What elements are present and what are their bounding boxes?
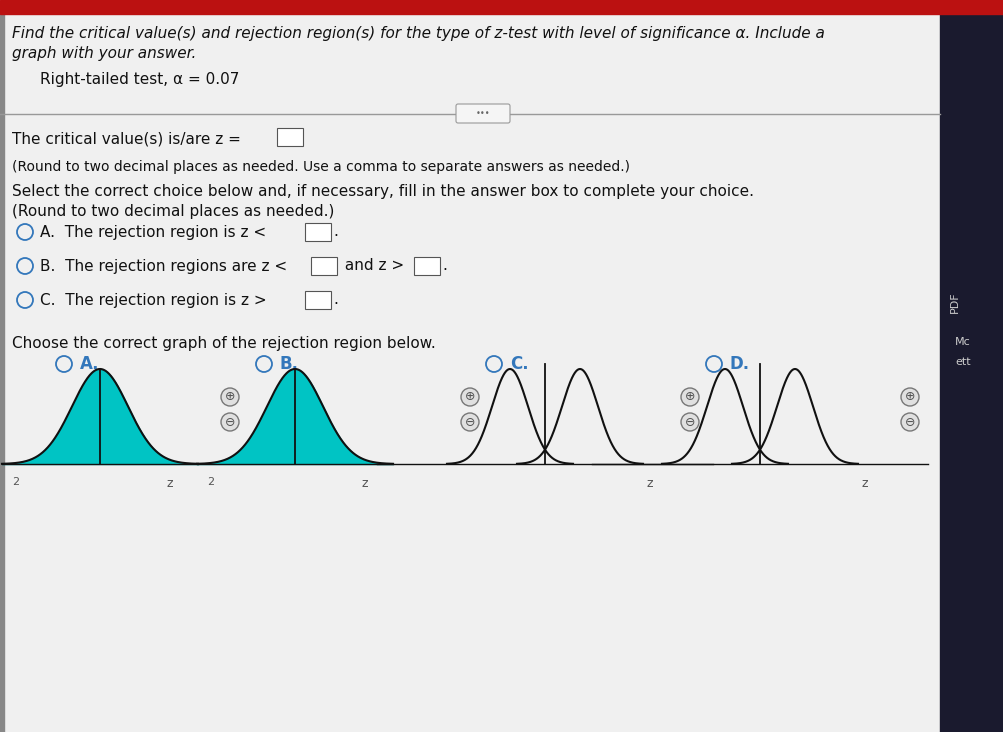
Circle shape: [17, 292, 33, 308]
FancyBboxPatch shape: [311, 257, 337, 275]
Text: .: .: [333, 293, 338, 307]
Text: ⊖: ⊖: [464, 416, 474, 428]
Text: Mc: Mc: [954, 337, 970, 347]
Text: ⊕: ⊕: [904, 390, 915, 403]
Text: PDF: PDF: [949, 291, 959, 313]
Bar: [939, 14, 1003, 732]
Circle shape: [221, 388, 239, 406]
Circle shape: [17, 224, 33, 240]
Bar: [0, 14, 4, 732]
Text: Choose the correct graph of the rejection region below.: Choose the correct graph of the rejectio…: [12, 336, 435, 351]
Text: ⊕: ⊕: [225, 390, 235, 403]
Text: .: .: [441, 258, 446, 274]
Text: C.  The rejection region is z >: C. The rejection region is z >: [40, 293, 267, 307]
Text: ⊖: ⊖: [684, 416, 694, 428]
Text: and z >: and z >: [340, 258, 404, 274]
Circle shape: [705, 356, 721, 372]
Text: (Round to two decimal places as needed. Use a comma to separate answers as neede: (Round to two decimal places as needed. …: [12, 160, 629, 174]
FancyBboxPatch shape: [277, 128, 303, 146]
Circle shape: [900, 388, 918, 406]
Circle shape: [680, 413, 698, 431]
FancyBboxPatch shape: [413, 257, 439, 275]
Text: z: z: [646, 477, 653, 490]
Text: z: z: [361, 477, 368, 490]
Circle shape: [485, 356, 502, 372]
FancyBboxPatch shape: [305, 291, 331, 309]
Text: Find the critical value(s) and rejection region(s) for the type of z-test with l: Find the critical value(s) and rejection…: [12, 26, 824, 41]
Text: z: z: [166, 477, 174, 490]
Text: 2: 2: [208, 477, 215, 487]
Text: •••: •••: [475, 108, 489, 118]
Text: ⊕: ⊕: [684, 390, 694, 403]
Text: Right-tailed test, α = 0.07: Right-tailed test, α = 0.07: [40, 72, 239, 87]
Text: The critical value(s) is/are z =: The critical value(s) is/are z =: [12, 132, 241, 147]
Circle shape: [17, 258, 33, 274]
Text: (Round to two decimal places as needed.): (Round to two decimal places as needed.): [12, 204, 334, 219]
Text: graph with your answer.: graph with your answer.: [12, 46, 197, 61]
Text: A.: A.: [80, 355, 99, 373]
Text: Select the correct choice below and, if necessary, fill in the answer box to com: Select the correct choice below and, if …: [12, 184, 753, 199]
Text: ⊖: ⊖: [904, 416, 915, 428]
Circle shape: [460, 388, 478, 406]
Text: B.  The rejection regions are z <: B. The rejection regions are z <: [40, 258, 287, 274]
Text: 2: 2: [12, 477, 19, 487]
Circle shape: [680, 388, 698, 406]
Text: D.: D.: [729, 355, 749, 373]
Circle shape: [460, 413, 478, 431]
Circle shape: [256, 356, 272, 372]
Circle shape: [900, 413, 918, 431]
Bar: [0, 0, 1003, 14]
Text: ⊖: ⊖: [225, 416, 235, 428]
Text: ett: ett: [954, 357, 970, 367]
FancyBboxPatch shape: [455, 104, 510, 123]
Text: B.: B.: [280, 355, 299, 373]
Text: .: .: [333, 225, 338, 239]
FancyBboxPatch shape: [305, 223, 331, 241]
Text: A.  The rejection region is z <: A. The rejection region is z <: [40, 225, 266, 239]
Circle shape: [221, 413, 239, 431]
Text: z: z: [861, 477, 868, 490]
Text: ⊕: ⊕: [464, 390, 474, 403]
Circle shape: [56, 356, 72, 372]
Text: C.: C.: [510, 355, 529, 373]
